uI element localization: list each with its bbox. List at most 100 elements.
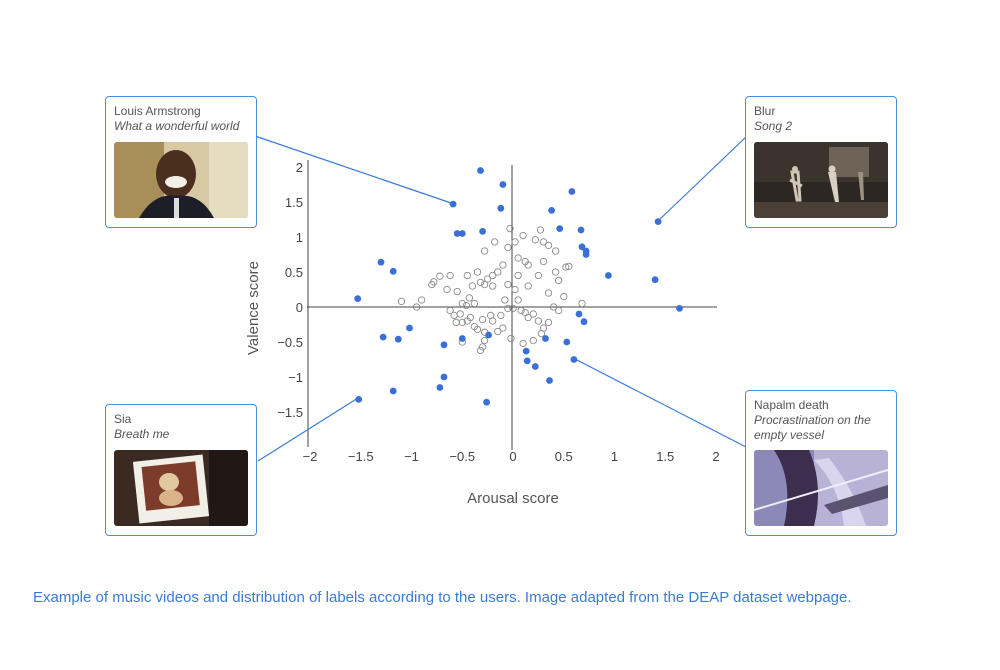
armstrong-thumbnail-image	[114, 142, 248, 218]
open-data-point	[509, 304, 517, 313]
open-data-point	[499, 324, 507, 332]
x-tick-label: −2	[303, 449, 318, 464]
open-data-point	[501, 296, 509, 304]
open-data-point	[537, 329, 546, 338]
artist-name: Sia	[114, 412, 132, 426]
filled-data-point	[483, 398, 490, 406]
open-data-point	[436, 272, 444, 280]
x-tick-label: 2	[712, 449, 719, 464]
open-data-point	[458, 318, 466, 327]
open-data-point	[473, 325, 482, 334]
open-data-point	[504, 243, 512, 252]
y-tick-label: 1.5	[285, 195, 303, 210]
filled-data-point	[497, 204, 505, 212]
open-data-point	[539, 257, 548, 266]
song-title: What a wonderful world	[114, 119, 240, 133]
callout-card-sia: Sia Breath me	[105, 404, 257, 536]
filled-data-point	[458, 335, 466, 342]
filled-data-point	[389, 267, 397, 275]
song-title: Procrastination on the empty vessel	[754, 413, 871, 442]
napalm-thumbnail-image	[754, 450, 888, 526]
filled-data-point	[449, 200, 457, 208]
y-tick-label: 2	[296, 160, 303, 175]
video-thumbnail	[114, 450, 248, 526]
open-data-point	[517, 306, 525, 315]
filled-data-point	[354, 295, 362, 302]
filled-data-point	[406, 324, 413, 332]
open-data-point	[521, 257, 529, 266]
open-data-point	[511, 238, 519, 246]
sia-thumbnail-image	[114, 450, 248, 526]
y-tick-label: 0.5	[285, 265, 303, 280]
video-thumbnail	[754, 450, 888, 526]
leader-napalm	[574, 358, 747, 448]
open-data-point	[476, 346, 485, 355]
open-data-point	[478, 315, 487, 324]
open-data-point	[463, 271, 471, 280]
open-data-point	[524, 313, 532, 322]
open-data-point	[473, 268, 482, 276]
x-axis-title: Arousal score	[467, 490, 559, 507]
open-data-point	[555, 276, 563, 285]
open-data-point	[462, 301, 470, 310]
filled-data-point	[578, 243, 586, 251]
filled-data-point	[440, 341, 448, 349]
song-title: Song 2	[754, 119, 793, 133]
open-data-point	[551, 268, 560, 276]
filled-data-point	[499, 181, 507, 188]
video-thumbnail	[754, 142, 888, 218]
filled-data-point	[546, 377, 553, 384]
open-data-point	[549, 303, 558, 311]
filled-data-point	[563, 338, 571, 346]
open-data-point	[446, 306, 454, 315]
open-data-point	[480, 336, 489, 345]
x-tick-label: 0	[509, 449, 516, 464]
open-data-point	[514, 271, 522, 280]
open-data-point	[531, 236, 539, 244]
filled-data-point	[523, 357, 531, 365]
open-data-point	[450, 311, 458, 320]
open-data-point	[499, 261, 507, 269]
filled-data-point	[355, 396, 363, 403]
filled-data-point	[577, 226, 585, 234]
filled-data-point	[394, 335, 402, 343]
open-data-point	[514, 254, 522, 262]
y-tick-label: −0.5	[277, 335, 303, 350]
open-data-point	[511, 285, 519, 294]
open-data-point	[480, 280, 489, 289]
open-data-point	[446, 271, 454, 280]
open-data-point	[507, 334, 515, 343]
open-data-point	[494, 268, 502, 276]
open-data-point	[456, 310, 464, 318]
open-data-point	[452, 318, 460, 327]
x-tick-label: 1.5	[656, 449, 674, 464]
y-tick-label: −1.5	[277, 405, 303, 420]
open-data-point	[443, 285, 451, 294]
open-data-point	[494, 327, 502, 336]
open-data-point	[529, 336, 537, 345]
filled-data-point	[436, 384, 444, 391]
figure-caption: Example of music videos and distribution…	[33, 589, 852, 606]
filled-data-point	[651, 276, 659, 284]
y-tick-label: 1	[296, 230, 303, 245]
open-data-point	[480, 247, 489, 255]
open-data-point	[578, 299, 586, 308]
x-tick-label: 1	[611, 449, 618, 464]
filled-data-point	[654, 218, 662, 226]
filled-data-point	[440, 373, 448, 381]
open-data-point	[458, 299, 466, 308]
open-data-point	[565, 262, 573, 271]
open-data-point	[555, 306, 563, 315]
filled-data-point	[379, 333, 387, 341]
axes	[307, 160, 717, 450]
open-data-point	[489, 271, 497, 280]
leader-sia	[257, 397, 359, 462]
artist-name: Louis Armstrong	[114, 104, 201, 118]
x-tick-labels: −2 −1.5 −1 −0.5 0 0.5 1 1.5 2	[303, 449, 720, 464]
filled-data-point	[458, 230, 466, 237]
open-data-point	[483, 275, 492, 283]
filled-data-point	[542, 335, 549, 342]
open-data-point	[476, 278, 485, 287]
open-data-point	[544, 289, 553, 297]
